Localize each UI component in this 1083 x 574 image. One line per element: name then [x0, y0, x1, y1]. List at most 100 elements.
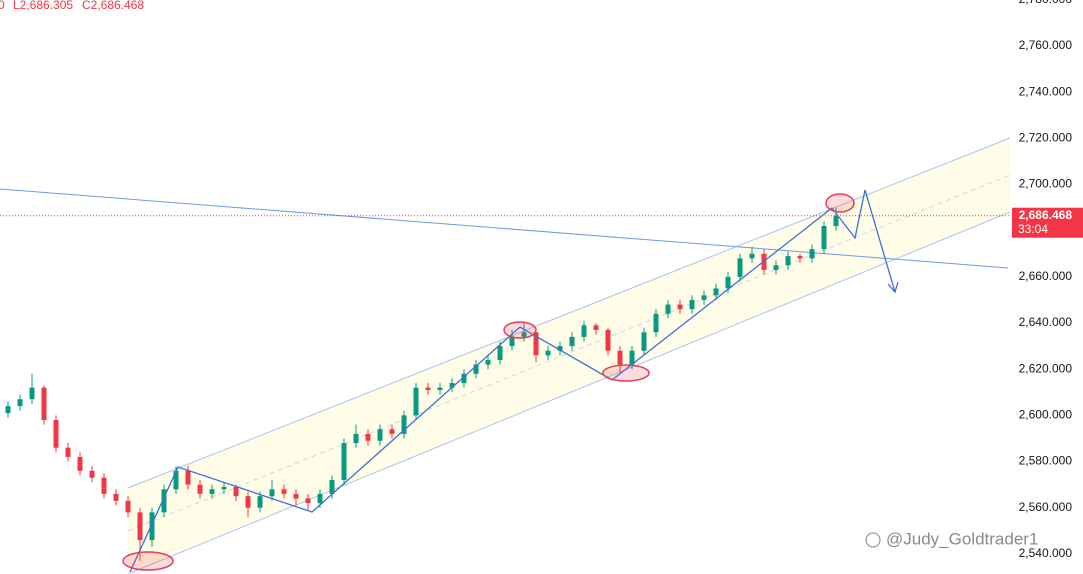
candle-body: [317, 493, 323, 504]
candle-body: [485, 359, 491, 365]
candle-body: [689, 299, 695, 310]
candle-body: [701, 295, 707, 300]
candle-body: [473, 364, 479, 374]
candle-body: [593, 325, 599, 330]
countdown: 33:04: [1018, 222, 1048, 236]
candle-body: [341, 443, 347, 481]
candle-body: [173, 470, 179, 490]
candle-body: [17, 399, 23, 407]
candle-body: [569, 336, 575, 347]
candle-body: [665, 304, 671, 314]
candle-body: [557, 346, 563, 351]
y-tick-label: 2,740.000: [1019, 84, 1073, 98]
highlight: [825, 193, 855, 213]
candle-body: [809, 249, 815, 259]
candle-body: [617, 350, 623, 365]
candle-body: [197, 484, 203, 494]
candle-body: [425, 387, 431, 390]
highlight: [122, 551, 174, 571]
channel-fill: [128, 138, 1010, 574]
candle-body: [245, 496, 251, 508]
y-tick-label: 2,640.000: [1019, 315, 1073, 329]
candle-body: [497, 346, 503, 360]
candle-body: [185, 470, 191, 485]
last-price-label: 2,686.468: [1019, 208, 1073, 222]
candle-body: [389, 429, 395, 434]
candle-body: [677, 304, 683, 310]
channel-mid: [127, 174, 1011, 532]
y-tick-label: 2,700.000: [1019, 177, 1073, 191]
candle-body: [209, 489, 215, 494]
candle-body: [161, 489, 167, 513]
candle-body: [257, 496, 263, 508]
candle-body: [65, 447, 71, 457]
candle-body: [125, 500, 131, 513]
candle-body: [749, 253, 755, 259]
candle-body: [461, 373, 467, 384]
channel-lower: [127, 211, 1011, 574]
ohlc-legend: 0 L2,686.305 C2,686.468: [0, 0, 144, 12]
highlights: [122, 193, 855, 571]
candle-body: [449, 383, 455, 388]
y-tick-label: 2,660.000: [1019, 269, 1073, 283]
candle-body: [281, 489, 287, 494]
candle-body: [401, 415, 407, 434]
candle-body: [725, 276, 731, 289]
watermark-icon: [865, 532, 881, 548]
candle-body: [353, 433, 359, 444]
candle-body: [713, 288, 719, 296]
y-tick-label: 2,600.000: [1019, 408, 1073, 422]
y-tick-label: 2,580.000: [1019, 454, 1073, 468]
candle-body: [581, 325, 587, 337]
candle-body: [545, 350, 551, 356]
candle-body: [77, 456, 83, 471]
candle-body: [149, 512, 155, 541]
candle-body: [89, 470, 95, 478]
candle-body: [833, 215, 839, 227]
candle-body: [221, 486, 227, 490]
y-tick-label: 2,560.000: [1019, 500, 1073, 514]
candle-body: [509, 336, 515, 347]
candle-body: [113, 493, 119, 501]
legend-open: 0: [0, 0, 5, 12]
candle-body: [293, 493, 299, 499]
candle-body: [377, 429, 383, 441]
candle-body: [365, 433, 371, 441]
candle-body: [29, 387, 35, 400]
y-tick-label: 2,720.000: [1019, 130, 1073, 144]
candle-body: [413, 387, 419, 416]
candle-body: [101, 477, 107, 494]
y-tick-label: 2,760.000: [1019, 38, 1073, 52]
highlight: [503, 321, 537, 339]
candle-body: [305, 498, 311, 504]
candle-body: [773, 265, 779, 270]
price-axis: 2,540.000 2,560.000 2,580.000 2,600.000 2,62…: [1010, 0, 1072, 560]
legend-low: L2,686.305: [13, 0, 73, 12]
last-price-box: [1012, 207, 1083, 238]
candle-body: [533, 332, 539, 356]
highlight: [602, 364, 650, 382]
candle-body: [329, 480, 335, 494]
candle-body: [53, 419, 59, 448]
watermark: @Judy_Goldtrader1: [886, 529, 1038, 548]
channel-upper: [127, 137, 1011, 489]
candle-body: [521, 332, 527, 337]
candle-body: [605, 329, 611, 351]
candle-body: [437, 387, 443, 390]
candle-body: [41, 387, 47, 420]
candle-body: [137, 512, 143, 541]
candle-body: [5, 406, 11, 414]
legend-close: C2,686.468: [82, 0, 144, 12]
candle-body: [233, 486, 239, 497]
trend-line: [0, 188, 1009, 269]
candle-body: [821, 226, 827, 250]
candle-body: [797, 256, 803, 259]
candle-body: [629, 350, 635, 365]
candle-body: [641, 332, 647, 351]
y-tick-label: 2,780.000: [1019, 0, 1073, 6]
arrow-head: [887, 281, 899, 294]
y-tick-label: 2,540.000: [1019, 546, 1073, 560]
candle-body: [269, 489, 275, 497]
candle-body: [785, 256, 791, 266]
